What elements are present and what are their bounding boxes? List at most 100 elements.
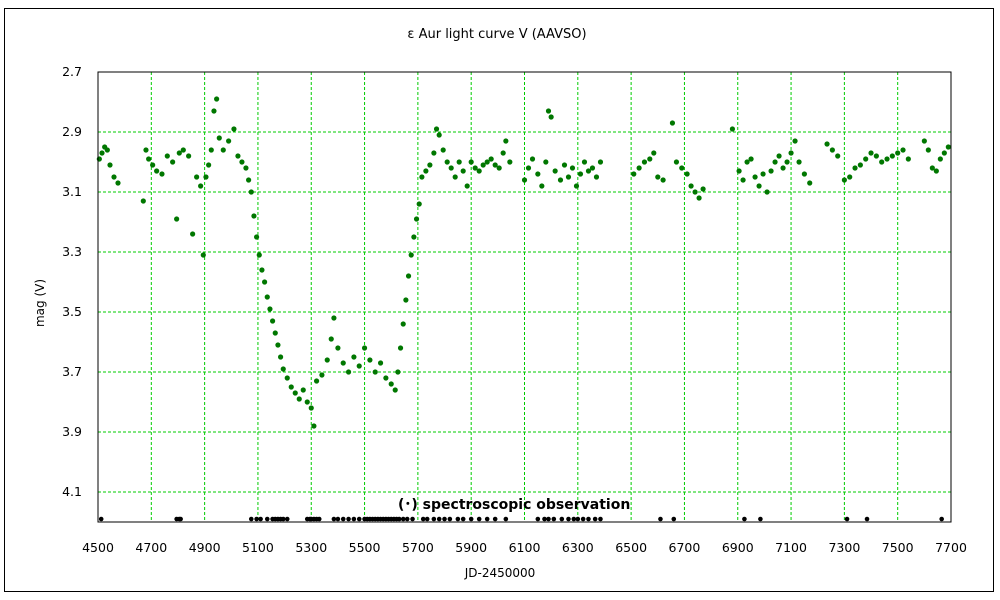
x-tick-label: 4500 [82,540,114,555]
data-point [143,147,149,153]
data-point [539,183,545,189]
spectroscopic-point [468,516,474,522]
data-point [456,159,462,165]
data-point [925,147,931,153]
spectroscopic-point [492,516,498,522]
spectroscopic-point [586,516,591,522]
data-point [921,138,927,144]
y-tick-label: 3.1 [62,184,82,199]
data-point [651,150,657,156]
spectroscopic-point [535,516,541,522]
data-point [267,306,273,312]
data-point [565,174,572,180]
data-point [525,165,532,171]
data-point [440,147,446,153]
data-point [154,168,160,174]
data-point [308,405,314,411]
y-tick-label: 2.7 [62,64,82,79]
spectroscopic-point [551,516,557,522]
y-tick-label: 3.5 [62,304,82,319]
data-point [198,183,204,189]
data-point [324,357,330,363]
data-point [176,150,182,156]
spectroscopic-point [400,516,406,522]
data-point [824,141,830,147]
data-point [239,159,245,165]
data-point [397,345,404,351]
spectroscopic-point [571,516,577,522]
spectroscopic-point [346,516,351,522]
data-point [636,165,642,171]
data-point [768,168,774,174]
data-point [573,183,580,189]
data-point [220,147,226,153]
chart-title: ε Aur light curve V (AAVSO) [407,27,586,42]
data-point [468,159,474,165]
data-point [211,108,217,114]
data-point [760,171,766,177]
data-point [744,159,750,165]
x-tick-label: 5700 [402,540,434,555]
data-point [259,267,265,273]
x-axis-label: JD-2450000 [464,566,536,580]
spectroscopic-point [356,516,362,522]
y-axis-ticks: 2.7 2.9 3.1 3.3 3.5 3.7 3.9 4.1 [62,64,82,499]
spectroscopic-point [844,516,850,522]
data-point [841,177,847,183]
data-point [206,162,212,168]
spectroscopic-point [316,516,322,522]
data-point [480,162,486,168]
data-point [115,180,121,186]
data-point [488,156,494,162]
data-point [388,381,394,387]
spectroscopic-point [258,516,263,522]
data-point [304,399,310,405]
spectroscopic-point [592,516,598,522]
data-point [879,159,885,165]
data-point [692,189,698,195]
data-point [655,174,661,180]
data-point [873,153,879,159]
x-tick-label: 6500 [615,540,647,555]
data-point [235,153,241,159]
spectroscopic-point [436,516,442,522]
data-point [507,159,513,165]
spectroscopic-point [758,516,763,522]
x-tick-label: 7500 [882,540,914,555]
data-point [597,159,604,165]
data-point [863,156,869,162]
data-point [776,153,782,159]
spectroscopic-point [396,516,402,522]
data-point [140,198,146,204]
data-point [552,168,558,174]
data-point [356,363,362,369]
data-point [405,273,412,279]
data-point [300,387,306,393]
data-point [756,183,762,189]
data-point [340,360,346,366]
data-point [548,114,554,120]
data-point [262,279,268,285]
spectroscopic-point [404,516,410,522]
data-point [423,168,429,174]
data-point [146,156,152,162]
spectroscopic-point [460,516,466,522]
spectroscopic-point [671,516,677,522]
data-point [159,171,165,177]
y-tick-label: 3.9 [62,424,82,439]
data-point [319,372,325,378]
x-tick-label: 7300 [828,540,860,555]
data-point [243,165,249,171]
data-point [200,252,206,258]
data-point [647,156,653,162]
spectroscopic-point [331,516,337,522]
data-point [164,153,170,159]
data-point [545,108,552,114]
data-point [104,147,110,153]
data-point [593,174,600,180]
spectroscopic-point [264,516,270,522]
data-point [852,165,858,171]
spectroscopic-points [98,516,944,522]
x-tick-label: 7100 [775,540,807,555]
data-point [436,132,442,138]
